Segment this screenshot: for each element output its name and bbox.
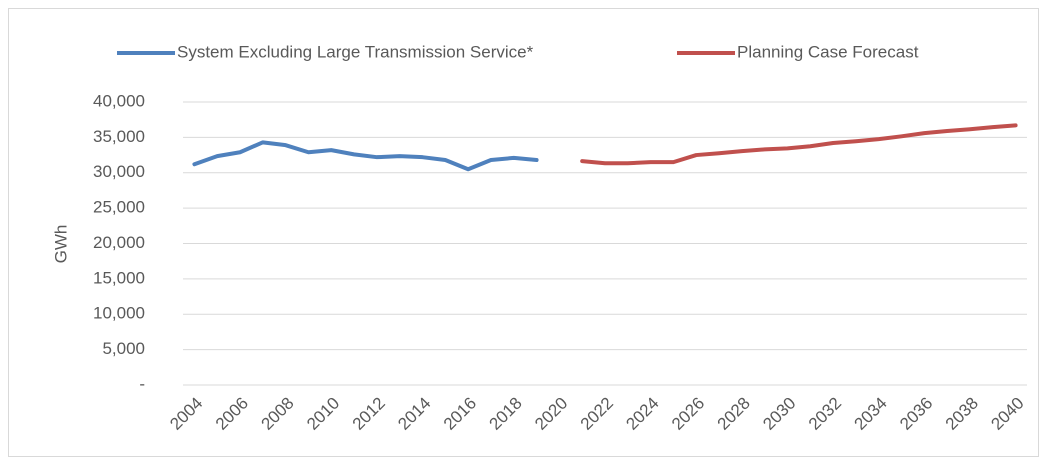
- y-tick-label: 40,000: [93, 91, 145, 110]
- series-line: [580, 123, 1018, 166]
- chart-border: [8, 8, 1039, 457]
- y-tick-label: 30,000: [93, 162, 145, 181]
- y-tick-label: 5,000: [102, 339, 145, 358]
- y-tick-label: 20,000: [93, 233, 145, 252]
- y-tick-label: 25,000: [93, 198, 145, 217]
- y-tick-label: -: [139, 374, 145, 393]
- y-axis-title: GWh: [51, 225, 70, 264]
- y-tick-label: 15,000: [93, 268, 145, 287]
- legend-label: Planning Case Forecast: [737, 42, 919, 61]
- y-tick-label: 10,000: [93, 304, 145, 323]
- y-tick-label: 35,000: [93, 127, 145, 146]
- series-line: [192, 140, 539, 172]
- legend-label: System Excluding Large Transmission Serv…: [177, 42, 534, 61]
